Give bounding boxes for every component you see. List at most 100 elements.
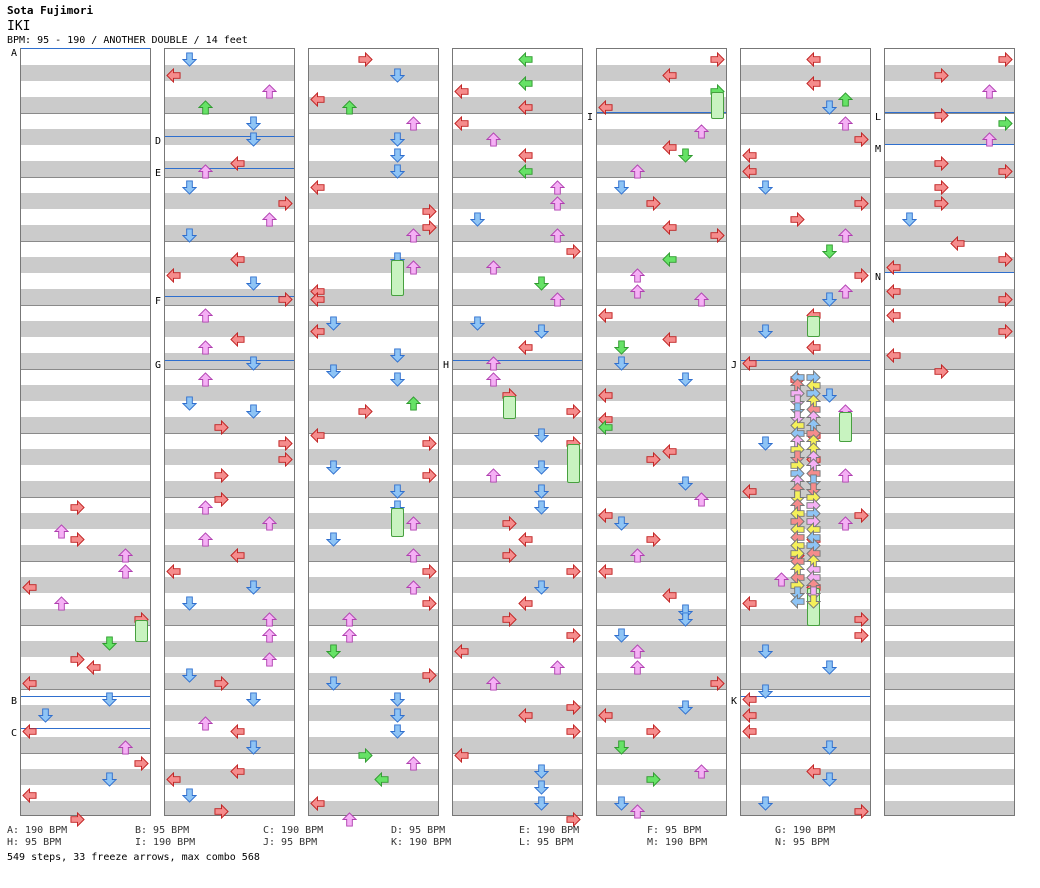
measure-line bbox=[453, 497, 582, 498]
beat-band bbox=[21, 353, 150, 369]
measure-line bbox=[741, 625, 870, 626]
down-arrow-icon bbox=[757, 180, 774, 195]
right-arrow-icon bbox=[422, 203, 437, 220]
right-arrow-icon bbox=[566, 563, 581, 580]
down-arrow-icon bbox=[533, 780, 550, 795]
beat-band bbox=[597, 737, 726, 753]
beat-band bbox=[885, 513, 1014, 529]
beat-band bbox=[597, 449, 726, 465]
beat-band bbox=[165, 513, 294, 529]
down-arrow-icon bbox=[613, 796, 630, 811]
right-arrow-icon bbox=[422, 563, 437, 580]
beat-band bbox=[21, 577, 150, 593]
up-arrow-icon bbox=[485, 356, 502, 371]
down-arrow-icon bbox=[101, 692, 118, 707]
left-arrow-icon bbox=[742, 147, 757, 164]
right-arrow-icon bbox=[70, 499, 85, 516]
beat-band bbox=[453, 577, 582, 593]
beat-band bbox=[741, 769, 870, 785]
bpm-legend-item: A: 190 BPM bbox=[7, 825, 68, 836]
right-arrow-icon bbox=[998, 291, 1013, 308]
section-line bbox=[453, 360, 582, 361]
beat-band bbox=[309, 609, 438, 625]
left-arrow-icon bbox=[806, 51, 821, 68]
right-arrow-icon bbox=[998, 115, 1013, 132]
down-arrow-icon bbox=[389, 708, 406, 723]
beat-band bbox=[453, 129, 582, 145]
measure-line bbox=[885, 369, 1014, 370]
measure-line bbox=[741, 753, 870, 754]
measure-line bbox=[309, 625, 438, 626]
beat-band bbox=[453, 385, 582, 401]
measure-line bbox=[309, 369, 438, 370]
right-arrow-icon bbox=[854, 803, 869, 820]
right-arrow-icon bbox=[214, 419, 229, 436]
measure-line bbox=[597, 497, 726, 498]
measure-line bbox=[597, 305, 726, 306]
beat-band bbox=[21, 225, 150, 241]
down-arrow-icon bbox=[677, 148, 694, 163]
left-arrow-icon bbox=[310, 291, 325, 308]
section-line bbox=[21, 696, 150, 697]
up-arrow-icon bbox=[53, 596, 70, 611]
section-line bbox=[885, 144, 1014, 145]
up-arrow-icon bbox=[197, 716, 214, 731]
measure-line bbox=[165, 305, 294, 306]
left-arrow-icon bbox=[518, 51, 533, 68]
measure-line bbox=[21, 561, 150, 562]
right-arrow-icon bbox=[566, 699, 581, 716]
beat-band bbox=[165, 737, 294, 753]
beat-band bbox=[21, 545, 150, 561]
beat-band bbox=[885, 577, 1014, 593]
up-arrow-icon bbox=[629, 660, 646, 675]
right-arrow-icon bbox=[214, 491, 229, 508]
down-arrow-icon bbox=[325, 644, 342, 659]
beat-band bbox=[597, 769, 726, 785]
chart-column-4 bbox=[452, 48, 583, 816]
measure-line bbox=[21, 241, 150, 242]
beat-band bbox=[21, 513, 150, 529]
up-arrow-icon bbox=[261, 212, 278, 227]
beat-band bbox=[165, 641, 294, 657]
right-arrow-icon bbox=[422, 595, 437, 612]
beat-band bbox=[165, 385, 294, 401]
beat-band bbox=[885, 769, 1014, 785]
right-arrow-icon bbox=[934, 195, 949, 212]
beat-band bbox=[165, 801, 294, 815]
bpm-legend-item: M: 190 BPM bbox=[647, 837, 708, 848]
right-arrow-icon bbox=[134, 755, 149, 772]
beat-band bbox=[597, 577, 726, 593]
right-arrow-icon bbox=[214, 803, 229, 820]
beat-band bbox=[741, 129, 870, 145]
section-line bbox=[165, 296, 294, 297]
chart-column-3 bbox=[308, 48, 439, 816]
down-arrow-icon bbox=[245, 404, 262, 419]
section-line bbox=[885, 272, 1014, 273]
beat-band bbox=[21, 673, 150, 689]
up-arrow-icon bbox=[117, 740, 134, 755]
up-arrow-icon bbox=[197, 100, 214, 115]
beat-band bbox=[309, 641, 438, 657]
left-arrow-icon bbox=[518, 595, 533, 612]
left-arrow-icon bbox=[662, 251, 677, 268]
down-arrow-icon bbox=[469, 212, 486, 227]
beat-band bbox=[885, 673, 1014, 689]
down-arrow-icon bbox=[469, 316, 486, 331]
beat-band bbox=[309, 65, 438, 81]
measure-line bbox=[885, 561, 1014, 562]
right-arrow-icon bbox=[566, 243, 581, 260]
beat-band bbox=[885, 97, 1014, 113]
beat-band bbox=[741, 481, 870, 497]
measure-line bbox=[453, 113, 582, 114]
beat-band bbox=[885, 321, 1014, 337]
right-arrow-icon bbox=[790, 211, 805, 228]
beat-band bbox=[741, 65, 870, 81]
measure-line bbox=[597, 177, 726, 178]
beat-band bbox=[309, 385, 438, 401]
up-arrow-icon bbox=[629, 268, 646, 283]
beat-band bbox=[741, 545, 870, 561]
beat-band bbox=[741, 417, 870, 433]
right-arrow-icon bbox=[998, 323, 1013, 340]
down-arrow-icon bbox=[245, 276, 262, 291]
beat-band bbox=[309, 417, 438, 433]
